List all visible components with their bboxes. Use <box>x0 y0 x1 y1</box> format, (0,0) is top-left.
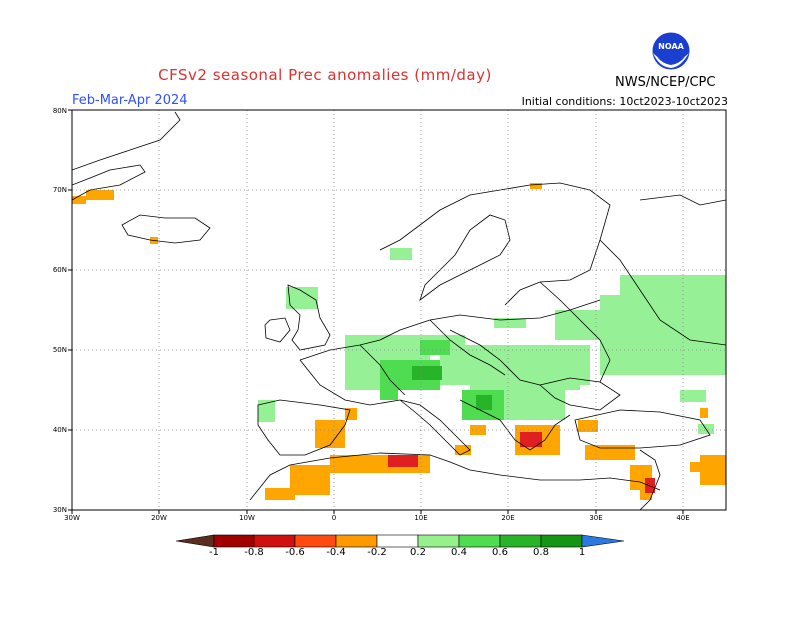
legend-swatch <box>376 534 419 548</box>
noaa-logo-text: NOAA <box>658 42 684 51</box>
longitude-labels: 30W 20W 10W 0 10E 20E 30E 40E <box>64 514 690 522</box>
anomaly-patches <box>72 183 726 500</box>
lat-label: 50N <box>53 346 67 354</box>
legend-swatch <box>581 534 625 548</box>
map-frame <box>71 109 727 511</box>
lon-label: 10E <box>414 514 427 522</box>
legend-label: -0.2 <box>367 547 387 558</box>
legend-label: 0.4 <box>451 547 467 558</box>
legend-swatch <box>213 534 255 548</box>
legend-swatch <box>253 534 296 548</box>
lon-label: 30E <box>589 514 602 522</box>
graticule <box>72 110 726 510</box>
legend-label: -0.4 <box>326 547 346 558</box>
legend-colorbar <box>175 534 625 548</box>
legend-swatch <box>458 534 501 548</box>
legend-swatch <box>175 534 215 548</box>
lon-label: 30W <box>64 514 80 522</box>
lat-label: 70N <box>53 186 67 194</box>
legend-label: -0.8 <box>244 547 264 558</box>
map-title: CFSv2 seasonal Prec anomalies (mm/day) <box>158 66 492 84</box>
legend-swatch <box>335 534 378 548</box>
lon-label: 20W <box>151 514 167 522</box>
lat-label: 60N <box>53 266 67 274</box>
season-label: Feb-Mar-Apr 2024 <box>72 93 188 108</box>
coastlines <box>72 111 726 510</box>
legend-swatch <box>499 534 542 548</box>
legend-swatch <box>294 534 337 548</box>
lon-label: 20E <box>501 514 514 522</box>
latitude-labels: 30N 40N 50N 60N 70N 80N <box>53 107 67 514</box>
wet-strong-areas <box>412 366 492 410</box>
legend-swatch <box>417 534 460 548</box>
agency-label: NWS/NCEP/CPC <box>615 75 716 90</box>
legend-label: -1 <box>209 547 219 558</box>
lat-label: 30N <box>53 506 67 514</box>
lat-label: 80N <box>53 107 67 115</box>
legend-label: -0.6 <box>285 547 305 558</box>
legend-swatch <box>540 534 583 548</box>
dry-strong-areas <box>388 432 655 493</box>
lon-label: 0 <box>332 514 336 522</box>
noaa-logo-icon: NOAA <box>651 31 691 71</box>
legend-label: 0.8 <box>533 547 549 558</box>
wet-light-areas <box>258 248 726 434</box>
tick-marks <box>68 109 684 514</box>
initial-conditions-label: Initial conditions: 10ct2023-10ct2023 <box>521 95 728 108</box>
legend-label: 1 <box>578 547 586 558</box>
lat-label: 40N <box>53 426 67 434</box>
lon-label: 40E <box>676 514 689 522</box>
lon-label: 10W <box>239 514 255 522</box>
legend-label: 0.2 <box>410 547 426 558</box>
legend-label: 0.6 <box>492 547 508 558</box>
